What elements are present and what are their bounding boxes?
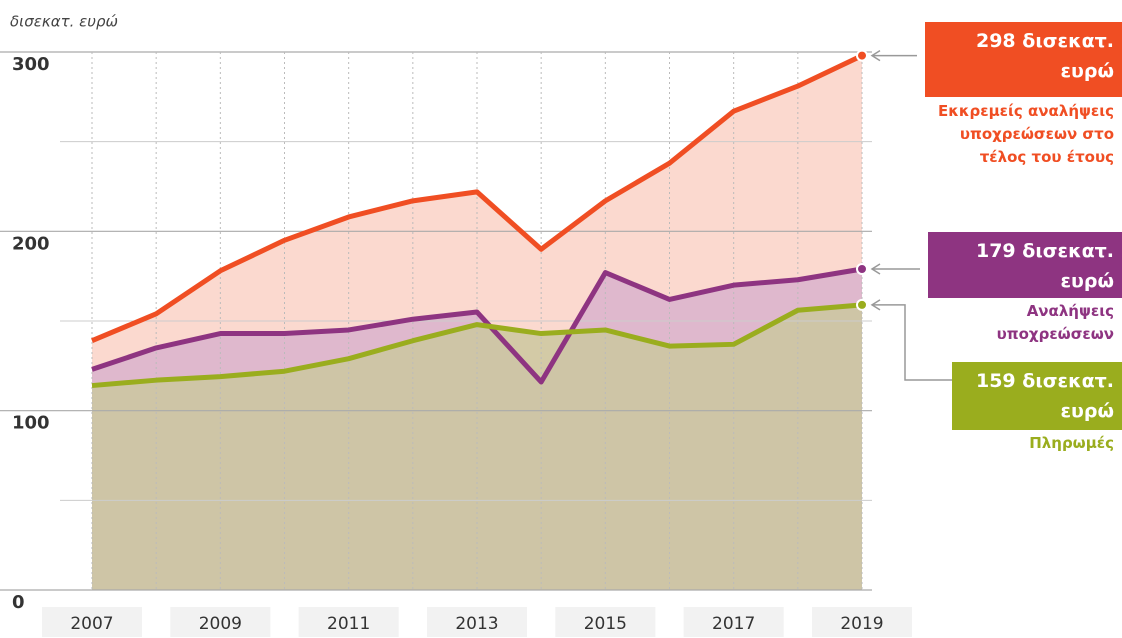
- legend-label: Πληρωμές: [1029, 434, 1114, 452]
- x-tick-label: 2015: [584, 614, 627, 634]
- y-tick-label: 300: [12, 54, 50, 75]
- x-tick-box: [427, 607, 527, 637]
- x-tick-box: [812, 607, 912, 637]
- line: [91, 266, 863, 385]
- x-tick-box: [555, 607, 656, 637]
- legend-label: Εκκρεμείς αναλήψεις υποχρεώσεων στο τέλο…: [938, 102, 1114, 166]
- value-callout: 159 δισεκατ. ευρώ: [952, 362, 1122, 430]
- connector: [872, 304, 952, 381]
- x-tick-label: 2013: [455, 614, 498, 634]
- legend-label: Αναλήψεις υποχρεώσεων: [996, 302, 1114, 343]
- x-tick-label: 2009: [199, 614, 242, 634]
- y-tick-label: 0: [12, 592, 25, 613]
- arrow-head: [870, 263, 881, 275]
- end-point: [856, 298, 868, 311]
- x-tick-label: 2019: [840, 614, 883, 634]
- arrow-head: [870, 49, 881, 62]
- x-tick-label: 2011: [327, 614, 370, 634]
- x-tick-label: 2007: [70, 614, 113, 634]
- x-tick-label: 2017: [712, 614, 755, 634]
- end-point: [856, 262, 868, 275]
- x-tick-box: [42, 607, 142, 637]
- y-axis-label: δισεκατ. ευρώ: [10, 13, 118, 31]
- arrow-head: [870, 299, 881, 311]
- line: [91, 302, 863, 389]
- y-tick-label: 200: [12, 233, 50, 254]
- value-callout: 298 δισεκατ. ευρώ: [925, 22, 1122, 97]
- x-tick-box: [170, 607, 271, 637]
- line: [91, 53, 864, 344]
- y-tick-label: 100: [12, 413, 50, 434]
- end-point: [856, 49, 868, 62]
- value-callout: 179 δισεκατ. ευρώ: [928, 232, 1122, 298]
- x-tick-box: [683, 607, 784, 637]
- x-tick-box: [298, 607, 399, 637]
